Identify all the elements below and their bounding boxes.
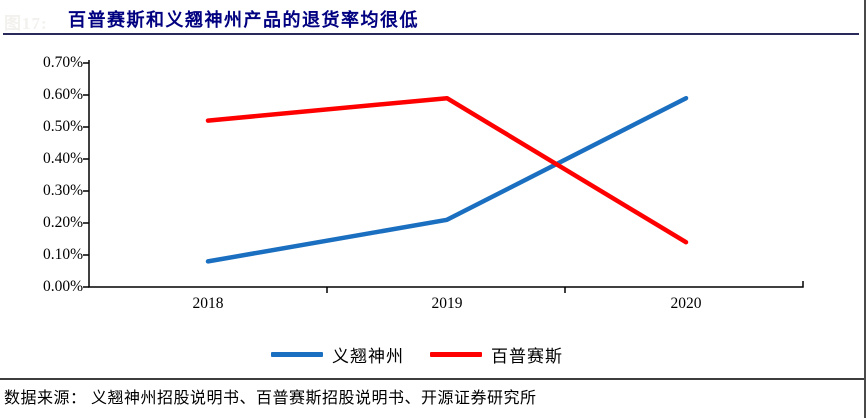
y-tick-label: 0.50% bbox=[42, 118, 83, 135]
y-tick-label: 0.60% bbox=[42, 86, 83, 103]
legend-line-swatch bbox=[271, 351, 323, 357]
line-chart: 0.70% 0.60% 0.50% 0.40% 0.30% 0.20% 0.10% 0.00%… bbox=[0, 40, 864, 366]
series-line-1 bbox=[205, 95, 689, 245]
y-tick-label: 0.40% bbox=[42, 150, 83, 167]
chart-plot-svg bbox=[83, 60, 804, 293]
x-tick-label: 2018 bbox=[192, 295, 224, 312]
axis-lines bbox=[88, 60, 804, 288]
x-tick-label: 2020 bbox=[670, 295, 702, 312]
y-tick-label: 0.10% bbox=[42, 246, 83, 263]
legend-item: 百普赛斯 bbox=[430, 342, 563, 367]
chart-title: 百普赛斯和义翘神州产品的退货率均很低 bbox=[68, 10, 419, 30]
footer-rule bbox=[0, 378, 864, 380]
legend-label: 百普赛斯 bbox=[491, 346, 563, 366]
legend-item: 义翘神州 bbox=[271, 342, 404, 367]
y-tick-label: 0.70% bbox=[42, 54, 83, 71]
y-tick-label: 0.20% bbox=[42, 214, 83, 231]
series-line-0 bbox=[205, 95, 689, 264]
y-tick-label: 0.00% bbox=[42, 278, 83, 295]
data-source-text: 数据来源： 义翘神州招股说明书、百普赛斯招股说明书、开源证券研究所 bbox=[4, 390, 537, 407]
legend-line-swatch bbox=[430, 351, 482, 357]
legend-label: 义翘神州 bbox=[332, 346, 404, 366]
figure-number-label: 图17: bbox=[4, 14, 48, 33]
x-tick-label: 2019 bbox=[431, 295, 463, 312]
y-tick-label: 0.30% bbox=[42, 182, 83, 199]
title-underline-rule bbox=[3, 33, 859, 35]
chart-legend: 义翘神州 百普赛斯 bbox=[60, 342, 774, 367]
